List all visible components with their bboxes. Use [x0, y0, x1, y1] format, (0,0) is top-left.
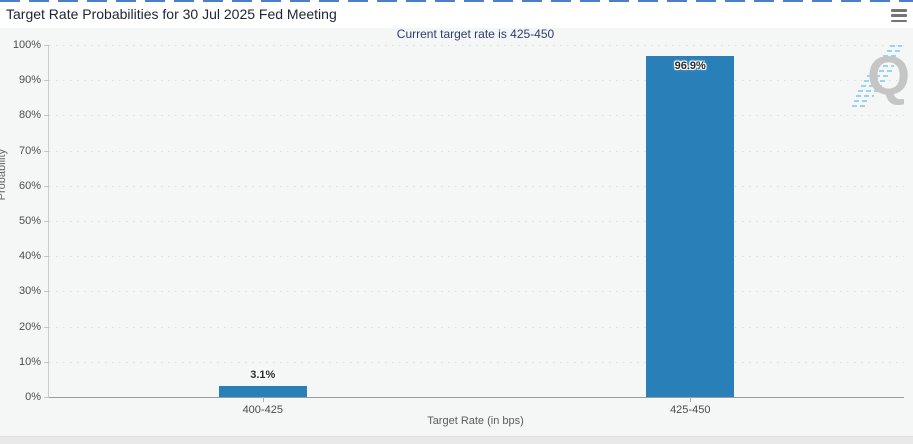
- y-axis-tick: [44, 115, 49, 117]
- gridline: [49, 80, 904, 82]
- x-axis-category-label: 425-450: [670, 404, 711, 416]
- hamburger-menu-icon[interactable]: [891, 9, 907, 22]
- gridline: [49, 291, 904, 293]
- y-axis-tick-label: 90%: [18, 74, 41, 87]
- y-axis-tick: [44, 397, 49, 398]
- q-logo-letter: Q: [867, 44, 910, 106]
- y-axis-tick-label: 40%: [18, 250, 41, 263]
- bottom-strip: [0, 436, 913, 444]
- plot-area: 0% 10% 20% 30% 40% 50% 60% 70% 80% 90% 100% 3.1% 400…: [13, 39, 904, 416]
- y-axis-tick-label: 20%: [18, 320, 41, 333]
- gridline: [49, 150, 904, 152]
- y-axis-tick-label: 100%: [12, 39, 41, 51]
- y-axis-tick-label: 50%: [18, 215, 41, 227]
- bar-value-label: 3.1%: [250, 369, 276, 382]
- gridline: [49, 221, 904, 222]
- gridline: [49, 45, 904, 46]
- y-axis-tick-label: 60%: [18, 179, 41, 192]
- y-axis-tick: [44, 80, 49, 82]
- hamburger-bar: [891, 14, 907, 17]
- bar-value-label: 96.9%: [674, 59, 706, 72]
- bar-425-450[interactable]: [646, 55, 735, 397]
- top-accent-line: [0, 0, 913, 2]
- y-axis-tick-label: 30%: [18, 285, 41, 298]
- y-axis-tick-label: 70%: [18, 144, 41, 157]
- y-axis-tick: [44, 326, 49, 328]
- quikstrike-watermark: Q: [850, 44, 910, 116]
- chart-subtitle: Current target rate is 425-450: [396, 27, 555, 41]
- chart-title: Target Rate Probabilities for 30 Jul 202…: [6, 6, 337, 22]
- y-axis-tick: [44, 291, 49, 293]
- bar-400-425[interactable]: [218, 386, 307, 397]
- x-axis-tick: [690, 397, 692, 402]
- y-axis-tick: [44, 185, 49, 187]
- y-axis-tick: [44, 45, 49, 46]
- y-axis-title: Probability: [0, 148, 8, 201]
- hamburger-bar: [891, 9, 907, 12]
- gridline: [49, 326, 904, 328]
- y-axis-tick: [44, 150, 49, 152]
- chart-header: Target Rate Probabilities for 30 Jul 202…: [0, 0, 913, 28]
- y-axis-tick: [44, 256, 49, 258]
- x-axis-title: Target Rate (in bps): [427, 415, 524, 427]
- y-axis-tick-label: 0%: [25, 391, 41, 403]
- y-axis-tick-label: 10%: [18, 355, 41, 368]
- gridline: [49, 185, 904, 187]
- y-axis-tick: [44, 221, 49, 222]
- gridline: [49, 256, 904, 258]
- y-axis-tick-label: 80%: [18, 109, 41, 122]
- x-axis-category-label: 400-425: [242, 404, 283, 416]
- gridline: [49, 361, 904, 363]
- y-axis-tick: [44, 361, 49, 363]
- gridline: [49, 115, 904, 117]
- x-axis-tick: [262, 397, 264, 402]
- hamburger-bar: [891, 19, 907, 22]
